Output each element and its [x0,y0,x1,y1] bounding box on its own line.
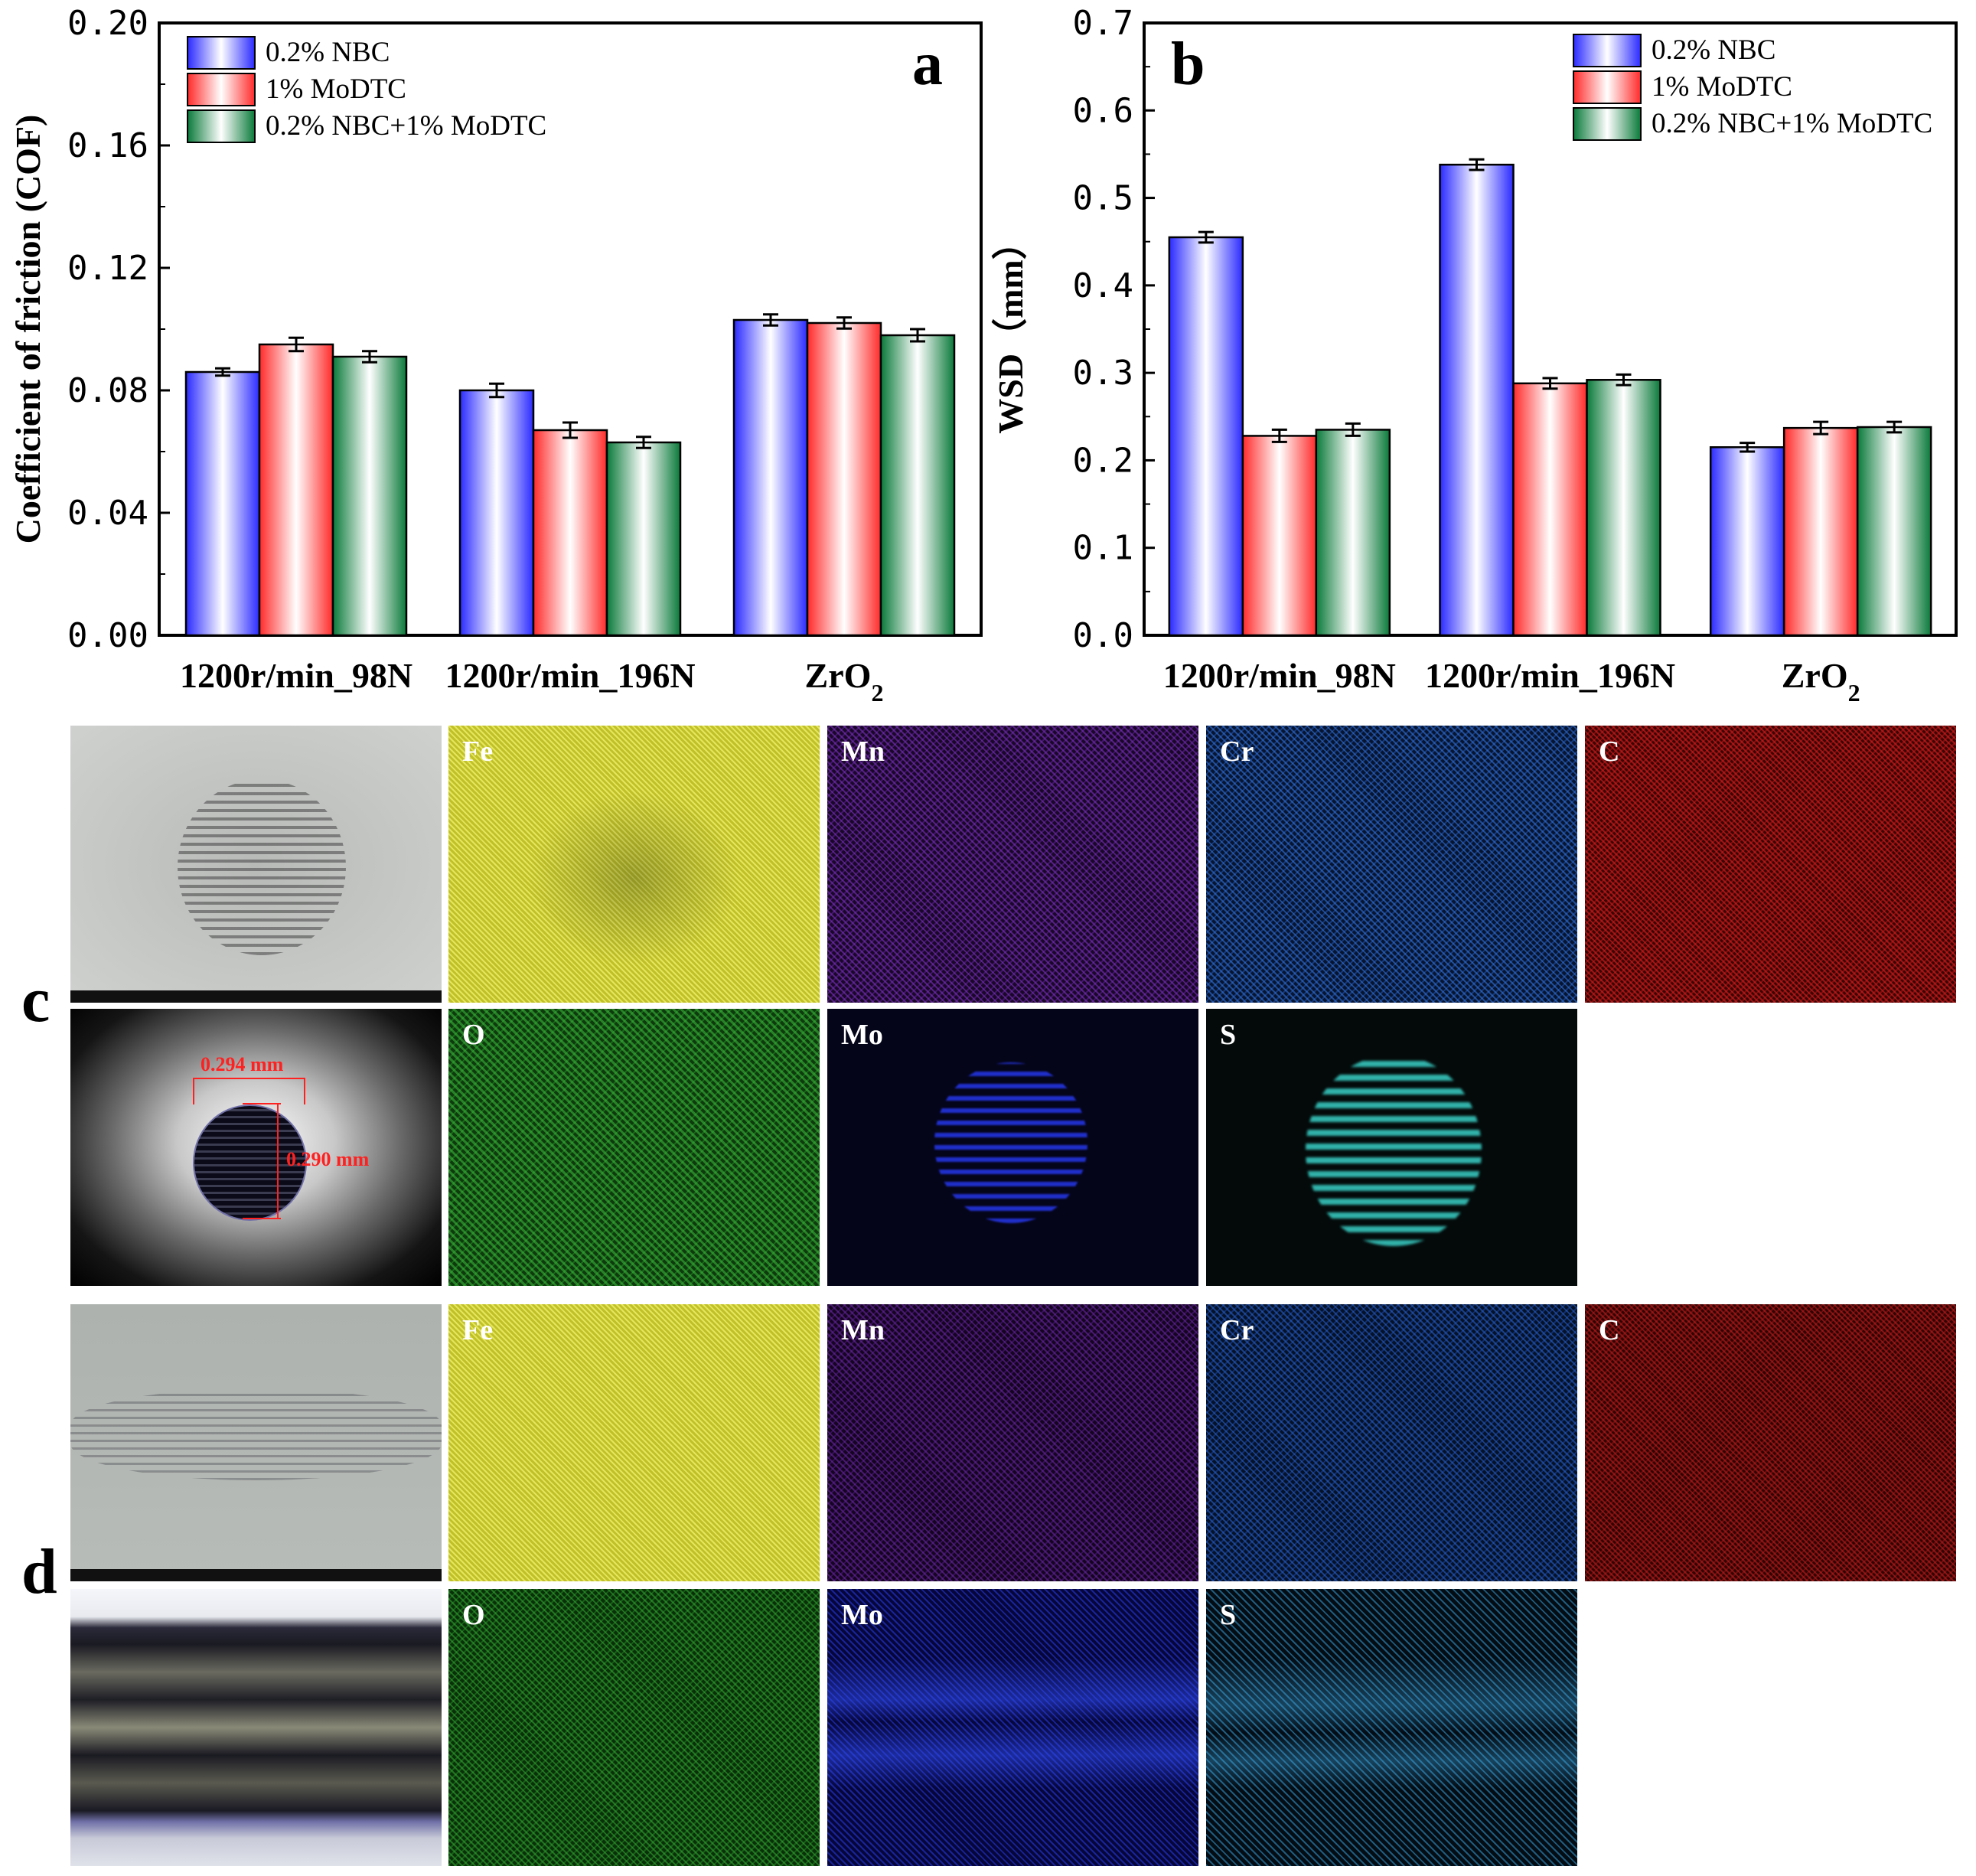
legend-swatch [187,36,256,70]
bar [1782,426,1859,637]
y-tick-label: 0.16 [67,126,148,165]
legend: 0.2% NBC 1% MoDTC 0.2% NBC+1% MoDTC [187,36,546,143]
bar-charts: 0.00 0.04 0.08 0.12 0.16 0.20 Coefficient of f… [8,4,1958,706]
x-tick-label: ZrO2 [1782,656,1860,706]
eds-map-o: O [448,1589,820,1866]
bar [879,334,956,637]
legend-label: 0.2% NBC+1% MoDTC [266,110,546,142]
legend-label: 0.2% NBC+1% MoDTC [1652,108,1932,139]
eds-map-cr: Cr [1206,1304,1577,1581]
bar [1856,426,1932,637]
bar [1586,379,1661,637]
measure-vertical: 0.290 mm [286,1148,370,1170]
map-label: Fe [462,736,494,768]
map-label: C [1599,736,1620,768]
eds-map-c: C [1585,1304,1956,1581]
map-label: Mn [841,736,885,768]
bar [1439,163,1515,637]
y-tick-label: 0.3 [1073,354,1133,393]
x-tick-label: 1200r/min_196N [1425,656,1675,695]
sem-image-c [70,726,442,1003]
bar [532,429,608,637]
map-label: Fe [462,1314,494,1346]
eds-map-mn: Mn [827,1304,1198,1581]
bar [1709,446,1785,637]
bar [806,321,882,637]
eds-map-mo: Mo [827,1009,1198,1286]
y-tick-label: 0.1 [1073,529,1133,568]
bar [1315,429,1391,637]
row-label-c: c [21,964,51,1036]
bar [184,370,261,637]
sem-image-d [70,1304,442,1581]
bar [732,318,809,637]
panel-label: a [912,31,943,98]
y-tick-label: 0.00 [67,616,148,655]
y-tick-label: 0.5 [1073,179,1133,218]
map-label: S [1220,1019,1237,1051]
eds-map-fe: Fe [448,726,820,1003]
legend-label: 0.2% NBC [1652,34,1775,66]
map-label: Cr [1220,1314,1254,1346]
x-tick-label: 1200r/min_196N [445,656,695,695]
measure-horizontal: 0.294 mm [201,1053,284,1075]
bar [331,355,408,637]
map-label: Mo [841,1019,883,1051]
map-label: Mo [841,1599,883,1631]
eds-map-fe: Fe [448,1304,820,1581]
optical-image-d [70,1589,442,1866]
bar [1512,382,1588,637]
legend: 0.2% NBC 1% MoDTC 0.2% NBC+1% MoDTC [1573,34,1932,141]
y-tick-label: 0.08 [67,371,148,410]
legend-label: 1% MoDTC [1652,71,1792,103]
y-axis-label: Coefficient of friction (COF) [8,115,47,544]
chart-a: 0.00 0.04 0.08 0.12 0.16 0.20 Coefficient of f… [8,4,983,706]
eds-map-cr: Cr [1206,726,1577,1003]
y-tick-label: 0.20 [67,4,148,43]
bar [1241,435,1318,637]
y-tick-label: 0.4 [1073,266,1133,305]
y-tick-label: 0.12 [67,249,148,288]
bar [258,343,334,637]
optical-image-c: 0.294 mm 0.290 mm [70,1009,442,1286]
panel-label: b [1171,31,1205,98]
y-tick-label: 0.0 [1073,616,1133,655]
legend-label: 0.2% NBC [266,37,390,68]
eds-map-s: S [1206,1589,1577,1866]
y-tick-label: 0.6 [1073,91,1133,130]
map-label: O [462,1019,485,1051]
bar [1168,236,1244,637]
map-label: S [1220,1599,1237,1631]
x-tick-label: 1200r/min_98N [1163,656,1396,695]
y-axis-label: WSD（mm） [991,224,1030,433]
eds-map-c: C [1585,726,1956,1003]
map-label: O [462,1599,485,1631]
legend-swatch [1573,34,1642,67]
map-label: Cr [1220,736,1254,768]
x-tick-label: ZrO2 [805,656,884,706]
legend-label: 1% MoDTC [266,73,406,105]
legend-swatch [187,109,256,143]
x-tick-label: 1200r/min_98N [180,656,412,695]
row-label-d: d [21,1536,57,1607]
bar [605,441,682,637]
chart-b: 0.0 0.1 0.2 0.3 0.4 0.5 0.6 0.7 WSD（mm） 1200r/min… [991,4,1958,706]
eds-map-o: O [448,1009,820,1286]
bar [458,389,535,637]
legend-swatch [1573,70,1642,104]
eds-map-mo: Mo [827,1589,1198,1866]
eds-map-mn: Mn [827,726,1198,1003]
y-tick-label: 0.7 [1073,4,1133,43]
y-tick-label: 0.04 [67,494,148,533]
legend-swatch [187,73,256,106]
y-tick-label: 0.2 [1073,441,1133,480]
map-label: C [1599,1314,1620,1346]
legend-swatch [1573,107,1642,141]
map-label: Mn [841,1314,885,1346]
eds-map-s: S [1206,1009,1577,1286]
